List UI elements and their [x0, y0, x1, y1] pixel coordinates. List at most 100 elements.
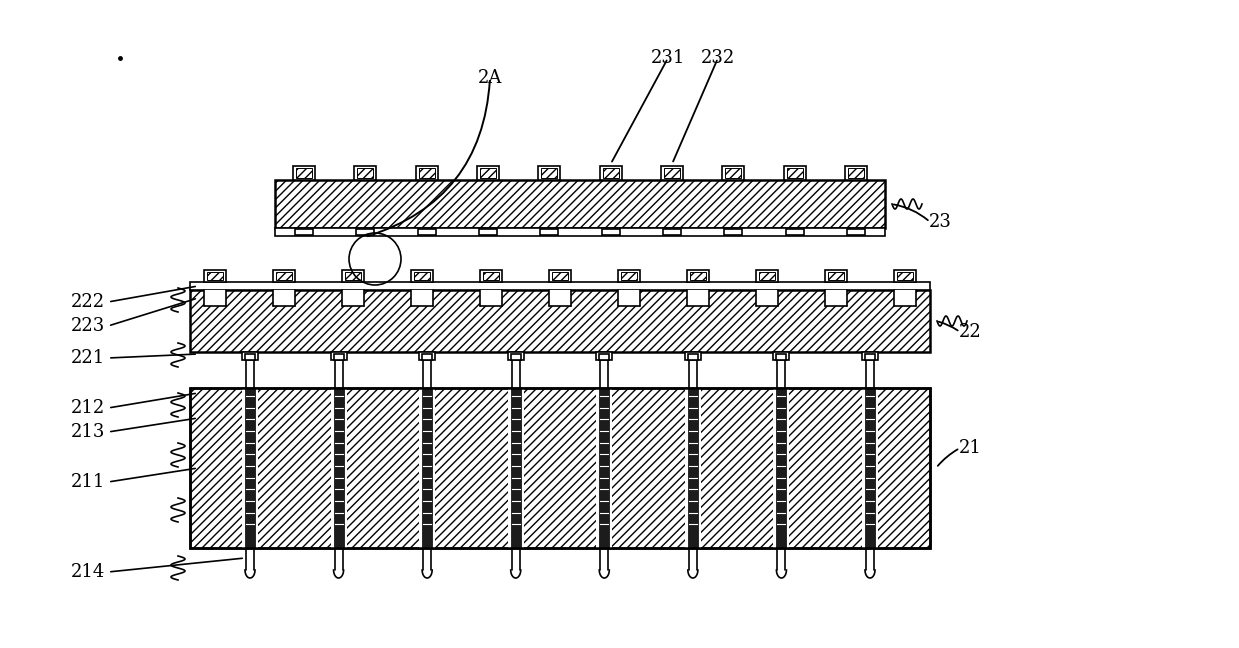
Bar: [479, 229, 497, 235]
Bar: [357, 168, 373, 178]
Bar: [845, 166, 867, 180]
Bar: [685, 352, 701, 360]
Bar: [331, 388, 347, 548]
Bar: [725, 229, 742, 235]
Bar: [786, 229, 804, 235]
Bar: [419, 388, 435, 548]
Bar: [508, 388, 524, 548]
Bar: [273, 290, 295, 306]
Bar: [549, 290, 571, 306]
Bar: [618, 290, 641, 306]
Bar: [773, 388, 789, 548]
Text: 2A: 2A: [478, 69, 502, 87]
Bar: [344, 272, 361, 280]
Bar: [722, 166, 745, 180]
Text: 232: 232: [701, 49, 735, 67]
Bar: [190, 388, 930, 548]
Bar: [411, 270, 432, 282]
Bar: [618, 270, 641, 282]
Bar: [600, 354, 610, 360]
Bar: [862, 388, 878, 548]
Bar: [422, 354, 432, 360]
Bar: [342, 290, 364, 306]
Text: 21: 21: [959, 439, 981, 457]
Bar: [204, 270, 225, 282]
Bar: [510, 354, 520, 360]
Bar: [479, 290, 502, 306]
Bar: [242, 352, 258, 360]
Bar: [275, 180, 885, 228]
Bar: [596, 352, 612, 360]
Bar: [342, 270, 364, 282]
Bar: [686, 290, 709, 306]
Bar: [756, 270, 778, 282]
Bar: [419, 352, 435, 360]
Bar: [296, 168, 312, 178]
Bar: [553, 272, 567, 280]
Bar: [190, 290, 930, 352]
Bar: [510, 388, 520, 548]
Bar: [663, 229, 681, 235]
Bar: [540, 229, 559, 235]
Bar: [897, 272, 913, 280]
Bar: [245, 354, 255, 360]
Text: 213: 213: [71, 423, 105, 441]
Bar: [273, 270, 295, 282]
Bar: [847, 229, 865, 235]
Bar: [541, 168, 558, 178]
Text: 221: 221: [71, 349, 105, 367]
Bar: [828, 272, 844, 280]
Bar: [847, 168, 864, 178]
Bar: [538, 166, 560, 180]
Bar: [242, 388, 258, 548]
Bar: [418, 229, 436, 235]
Text: 23: 23: [928, 213, 952, 231]
Bar: [865, 388, 875, 548]
Text: 222: 222: [71, 293, 105, 311]
Bar: [549, 270, 571, 282]
Bar: [357, 229, 374, 235]
Bar: [411, 290, 432, 306]
Bar: [688, 354, 698, 360]
Bar: [508, 352, 524, 360]
Bar: [190, 282, 930, 290]
Bar: [690, 272, 706, 280]
Text: 223: 223: [71, 317, 105, 335]
Bar: [602, 229, 620, 235]
Bar: [777, 354, 787, 360]
Bar: [354, 166, 377, 180]
Text: 211: 211: [71, 473, 105, 491]
Bar: [483, 272, 499, 280]
Bar: [686, 270, 709, 282]
Bar: [895, 290, 916, 306]
Bar: [862, 352, 878, 360]
Bar: [414, 272, 430, 280]
Bar: [760, 272, 776, 280]
Bar: [600, 388, 610, 548]
Bar: [596, 388, 612, 548]
Bar: [825, 290, 847, 306]
Bar: [621, 272, 637, 280]
Bar: [479, 270, 502, 282]
Text: 212: 212: [71, 399, 105, 417]
Bar: [787, 168, 803, 178]
Bar: [479, 168, 496, 178]
Bar: [865, 354, 875, 360]
Bar: [419, 168, 435, 178]
Bar: [190, 388, 930, 548]
Bar: [333, 354, 343, 360]
Bar: [777, 388, 787, 548]
Text: 231: 231: [650, 49, 685, 67]
Bar: [276, 272, 292, 280]
Text: 214: 214: [71, 563, 105, 581]
Bar: [664, 168, 680, 178]
Bar: [422, 388, 432, 548]
Bar: [600, 166, 622, 180]
Text: 22: 22: [959, 323, 981, 341]
Bar: [292, 166, 315, 180]
Bar: [295, 229, 313, 235]
Bar: [415, 166, 437, 180]
Bar: [331, 352, 347, 360]
Bar: [333, 388, 343, 548]
Bar: [783, 166, 805, 180]
